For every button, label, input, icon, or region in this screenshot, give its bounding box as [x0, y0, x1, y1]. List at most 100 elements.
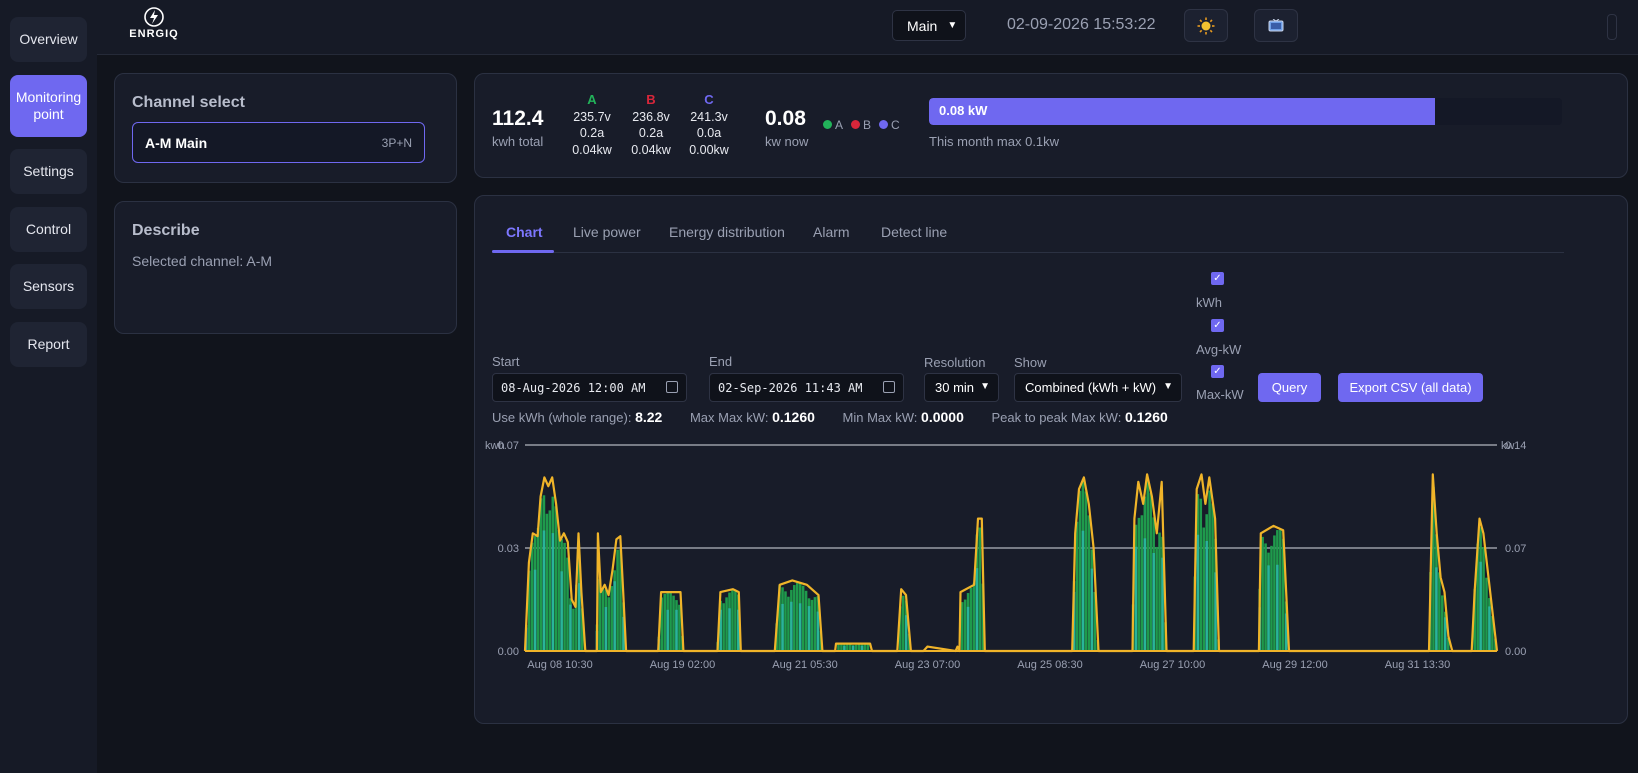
kwh-bar — [1441, 595, 1444, 651]
phase-a-name: A — [587, 92, 597, 107]
avg-kw-bar — [1443, 617, 1447, 651]
show-select[interactable]: Combined (kWh + kW) ▼ — [1014, 373, 1182, 402]
start-datetime-input[interactable]: 08-Aug-2026 12:00 AM — [492, 373, 687, 402]
kwh-bar — [601, 587, 605, 651]
tab-alarm[interactable]: Alarm — [813, 224, 850, 240]
sidebar-item-sensors[interactable]: Sensors — [10, 264, 87, 309]
tab-energy-distribution[interactable]: Energy distribution — [669, 224, 785, 240]
start-datetime-value: 08-Aug-2026 12:00 AM — [501, 380, 646, 395]
power-bar-label: 0.08 kW — [939, 103, 988, 118]
kwh-bar — [972, 582, 976, 651]
kwh-bar — [866, 643, 870, 651]
kwh-bar — [1270, 545, 1273, 651]
avg-kw-bar — [1090, 568, 1094, 651]
kwh-bar — [1078, 490, 1082, 651]
panel-title: Channel select — [132, 94, 245, 111]
query-button[interactable]: Query — [1258, 373, 1321, 402]
device-select[interactable]: Main ▼ — [892, 10, 966, 41]
channel-select-panel: Channel select A-M Main 3P+N — [114, 73, 457, 183]
kw-now-value: 0.08 — [765, 107, 806, 130]
sun-icon — [1197, 17, 1215, 34]
phase-b-current: 0.2a — [638, 126, 664, 140]
channel-name: A-M Main — [145, 134, 208, 151]
avg-kw-bar — [533, 569, 537, 651]
kwh-total-value: 112.4 — [492, 107, 544, 130]
max-kw-checkbox-label: Max-kW — [1196, 387, 1244, 402]
sidebar-item-monitoring-point[interactable]: Monitoring point — [10, 75, 87, 137]
sidebar-item-overview[interactable]: Overview — [10, 17, 87, 62]
theme-toggle-button[interactable] — [1184, 9, 1228, 42]
kwh-bar — [530, 542, 534, 651]
kw-now-label: kw now — [765, 134, 809, 149]
avg-kw-bar — [1435, 567, 1438, 651]
resolution-select[interactable]: 30 min ▼ — [924, 373, 999, 402]
kwh-bar — [960, 602, 964, 651]
chart-panel: Chart Live power Energy distribution Ala… — [474, 195, 1628, 724]
tab-live-power[interactable]: Live power — [573, 224, 641, 240]
sidebar-item-settings[interactable]: Settings — [10, 149, 87, 194]
legend-a: A — [823, 118, 843, 132]
max-kw-checkbox[interactable]: ✓ — [1211, 365, 1224, 378]
kwh-bar — [545, 513, 549, 651]
kwh-bar — [536, 528, 540, 651]
display-mode-button[interactable] — [1254, 9, 1298, 42]
kwh-bar — [1473, 588, 1476, 651]
kwh-total-label: kwh total — [492, 134, 544, 149]
sidebar: Overview Monitoring point Settings Contr… — [0, 0, 97, 773]
kwh-bar — [978, 527, 982, 651]
right-tick-label: 0.00 — [1505, 646, 1526, 658]
avg-kw-bar — [1072, 591, 1076, 651]
chevron-down-icon: ▼ — [1163, 381, 1173, 392]
avg-kw-bar — [1276, 564, 1279, 651]
end-datetime-input[interactable]: 02-Sep-2026 11:43 AM — [709, 373, 904, 402]
kwh-bar — [863, 643, 867, 651]
tab-active-indicator — [492, 250, 554, 253]
phase-c-power: 0.00kw — [689, 142, 729, 157]
sidebar-item-report[interactable]: Report — [10, 322, 87, 367]
kwh-bar — [672, 595, 675, 651]
avg-kw-bar — [781, 603, 784, 651]
kwh-bar — [548, 510, 552, 651]
use-kwh-value: 8.22 — [635, 409, 663, 425]
logo: ENRGIQ — [124, 6, 184, 44]
export-csv-button[interactable]: Export CSV (all data) — [1338, 373, 1483, 402]
kwh-bar — [981, 583, 985, 651]
avg-kw-bar — [1081, 530, 1085, 651]
kwh-bar — [725, 597, 728, 651]
tab-detect-line[interactable]: Detect line — [881, 224, 948, 240]
kwh-bar — [1264, 543, 1267, 651]
max-max-value: 0.1260 — [772, 409, 815, 425]
sidebar-item-control[interactable]: Control — [10, 207, 87, 252]
avg-kw-checkbox[interactable]: ✓ — [1211, 319, 1224, 332]
kwh-bar — [580, 608, 584, 651]
avg-kw-bar — [1479, 561, 1482, 651]
avg-kw-bar — [1134, 546, 1138, 651]
x-tick-label: Aug 19 02:00 — [650, 659, 715, 671]
kwh-bar — [1093, 591, 1097, 651]
avg-kw-bar — [551, 533, 555, 651]
x-tick-label: Aug 23 07:00 — [895, 659, 960, 671]
menu-stub[interactable] — [1607, 14, 1617, 40]
kwh-checkbox[interactable]: ✓ — [1211, 272, 1224, 285]
show-value: Combined (kWh + kW) — [1025, 380, 1157, 395]
avg-kw-bar — [560, 571, 563, 651]
kwh-bar — [607, 597, 611, 651]
avg-kw-bar — [728, 608, 731, 651]
p2p-label: Peak to peak Max kW: — [991, 410, 1122, 425]
avg-kw-bar — [737, 609, 740, 651]
resolution-label: Resolution — [924, 355, 986, 370]
avg-kw-bar — [1267, 565, 1270, 651]
phase-b: B 236.8v 0.2a 0.04kw — [621, 92, 681, 158]
legend-dot-c — [879, 120, 889, 129]
avg-kw-bar — [622, 616, 625, 651]
kwh-bar — [1432, 486, 1435, 651]
kwh-bar — [1476, 543, 1479, 651]
avg-kw-bar — [1205, 540, 1208, 651]
legend-a-label: A — [835, 118, 844, 132]
channel-select-box[interactable]: A-M Main 3P+N — [132, 122, 425, 163]
kwh-bar — [1087, 515, 1091, 651]
tab-chart[interactable]: Chart — [506, 224, 543, 240]
kwh-bar — [857, 644, 861, 651]
describe-panel: Describe Selected channel: A-M — [114, 201, 457, 334]
avg-kw-bar — [542, 530, 546, 651]
